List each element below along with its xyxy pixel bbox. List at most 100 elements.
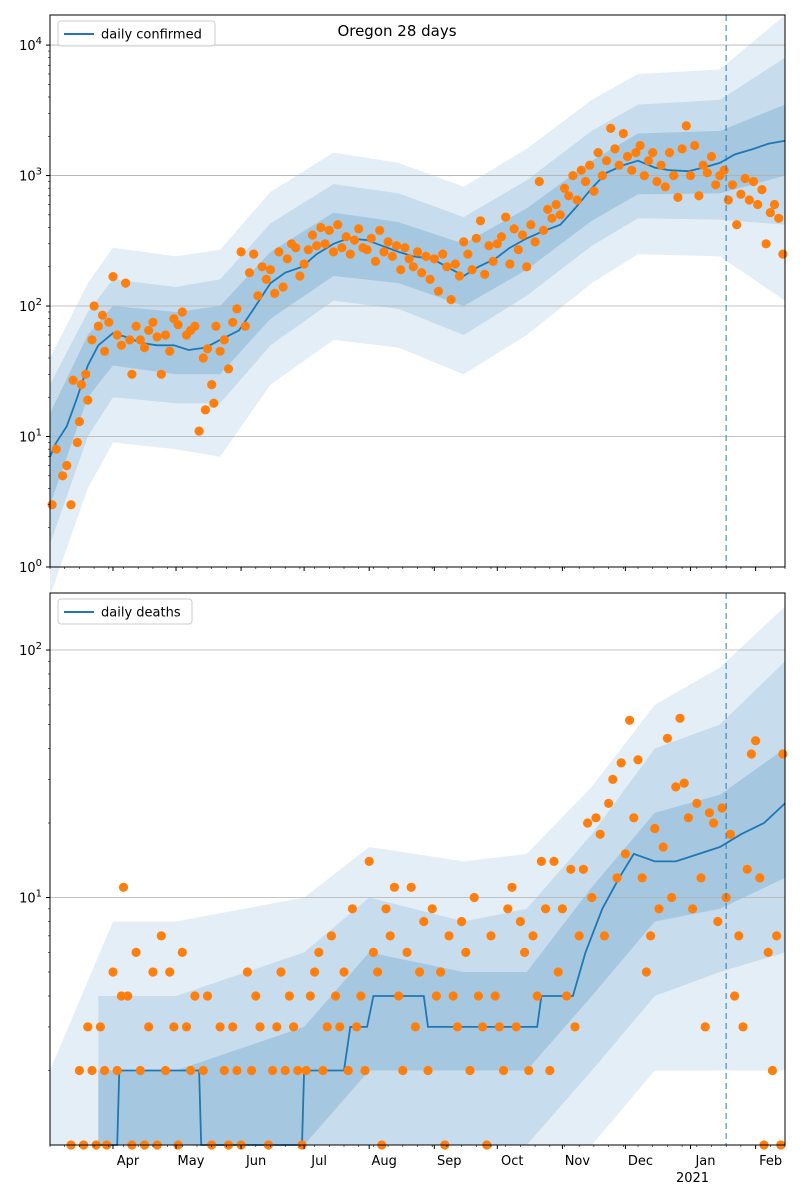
data-point	[289, 1022, 299, 1032]
data-point	[564, 191, 574, 201]
data-point	[683, 813, 694, 823]
data-point	[284, 991, 294, 1001]
data-point	[730, 991, 740, 1001]
data-point	[457, 916, 467, 927]
data-point	[509, 224, 519, 234]
data-point	[562, 991, 572, 1001]
data-point	[255, 1022, 265, 1032]
data-point	[755, 873, 765, 883]
data-point	[402, 947, 412, 958]
data-point	[389, 882, 399, 892]
data-point	[725, 829, 736, 839]
data-point	[396, 265, 406, 275]
data-point	[87, 335, 97, 345]
x-tick-label: May	[178, 1154, 205, 1169]
data-point	[761, 239, 771, 249]
data-point	[553, 967, 563, 977]
data-point	[694, 191, 704, 201]
deaths-uncertainty-bands	[50, 606, 786, 1145]
data-point	[66, 500, 76, 510]
data-point	[679, 778, 689, 788]
confirmed-points-layer	[47, 121, 788, 510]
data-point	[753, 199, 763, 210]
data-point	[316, 222, 326, 233]
data-point	[568, 171, 578, 181]
data-point	[303, 245, 313, 255]
data-point	[347, 904, 357, 914]
uncertainty-band-outer	[50, 606, 785, 1145]
data-point	[690, 140, 700, 151]
data-point	[74, 417, 84, 427]
data-point	[160, 330, 171, 340]
data-point	[354, 224, 364, 234]
x-tick-label: Jan	[694, 1154, 715, 1169]
data-point	[669, 171, 679, 181]
legend-box	[57, 598, 193, 625]
data-point	[408, 262, 418, 272]
data-point	[349, 235, 360, 245]
data-point	[131, 947, 141, 958]
data-point	[541, 904, 551, 914]
data-point	[331, 991, 341, 1001]
data-point	[717, 803, 727, 813]
data-point	[467, 265, 477, 275]
data-point	[696, 873, 706, 883]
data-point	[660, 182, 670, 192]
data-point	[242, 967, 252, 977]
data-point	[633, 755, 643, 765]
data-point	[278, 282, 288, 292]
data-point	[62, 460, 72, 471]
data-point	[415, 967, 425, 977]
data-point	[591, 813, 601, 823]
x-tick-label: Oct	[501, 1154, 523, 1169]
data-point	[473, 991, 483, 1001]
data-point	[173, 320, 183, 330]
data-point	[601, 156, 612, 166]
data-point	[587, 892, 597, 903]
chart-title: Oregon 28 days	[337, 22, 456, 40]
data-point	[709, 818, 719, 828]
data-point	[675, 713, 685, 723]
data-point	[431, 991, 441, 1001]
data-point	[528, 931, 538, 941]
data-point	[436, 967, 446, 977]
data-point	[526, 220, 536, 230]
data-point	[757, 185, 767, 195]
data-point	[452, 1022, 462, 1032]
data-point	[774, 213, 784, 223]
data-point	[181, 1022, 192, 1032]
data-point	[307, 230, 318, 240]
data-point	[438, 249, 448, 259]
data-point	[156, 369, 166, 379]
data-point	[324, 225, 334, 235]
data-point	[650, 823, 660, 834]
data-point	[685, 171, 696, 181]
data-point	[394, 991, 404, 1001]
data-point	[667, 892, 677, 903]
data-point	[576, 165, 586, 175]
data-point	[664, 148, 675, 158]
data-point	[643, 156, 654, 166]
data-point	[72, 437, 82, 448]
data-point	[671, 782, 681, 792]
data-point	[291, 243, 301, 253]
data-point	[200, 405, 210, 415]
deaths-x-axis: Apr May Jun Jul Aug Sep Oct Nov Dec Jan Feb 2021	[49, 1145, 786, 1186]
data-point	[748, 176, 759, 187]
data-point	[251, 991, 261, 1001]
x-tick-label: Feb	[759, 1154, 782, 1169]
data-point	[276, 967, 286, 977]
data-point	[341, 232, 351, 242]
data-point	[177, 947, 187, 958]
x-tick-label: Sep	[437, 1154, 462, 1169]
data-point	[419, 916, 429, 927]
data-point	[616, 758, 626, 768]
data-point	[257, 262, 267, 272]
data-point	[727, 180, 738, 190]
data-point	[345, 249, 355, 259]
data-point	[549, 856, 559, 867]
legend-label-daily-confirmed: daily confirmed	[101, 28, 202, 43]
data-point	[496, 232, 507, 242]
data-point	[742, 864, 752, 874]
data-point	[152, 332, 162, 342]
